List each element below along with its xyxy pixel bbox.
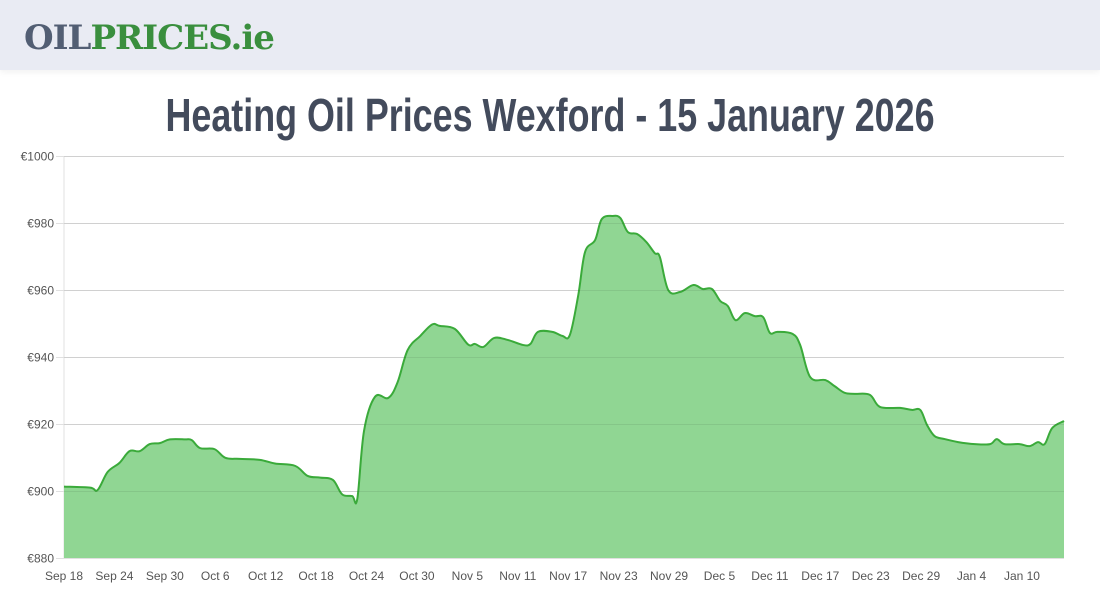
page-title: Heating Oil Prices Wexford - 15 January … [165, 89, 935, 141]
x-tick-label: Dec 23 [852, 569, 890, 583]
x-tick-label: Nov 11 [499, 569, 536, 583]
x-tick-label: Dec 5 [704, 569, 736, 583]
logo-text-oil: OIL [24, 18, 91, 58]
y-tick-label: €1000 [21, 150, 55, 164]
site-header: OILPRICES.ie [0, 0, 1100, 70]
logo-text-prices: PRICES.ie [90, 18, 274, 58]
x-tick-label: Jan 10 [1004, 569, 1040, 583]
x-tick-label: Oct 24 [349, 569, 385, 583]
x-tick-label: Nov 23 [600, 569, 638, 583]
x-tick-label: Sep 24 [95, 569, 133, 583]
x-tick-label: Nov 17 [549, 569, 587, 583]
x-tick-label: Oct 30 [399, 569, 435, 583]
x-tick-label: Oct 18 [298, 569, 334, 583]
x-tick-label: Oct 12 [248, 569, 284, 583]
x-tick-label: Oct 6 [201, 569, 230, 583]
y-tick-label: €960 [27, 284, 54, 298]
price-line[interactable] [63, 214, 1065, 505]
x-tick-label: Dec 17 [801, 569, 839, 583]
x-tick-label: Dec 11 [751, 569, 788, 583]
y-tick-label: €940 [27, 351, 54, 365]
y-axis: €1000 €980 €960 €940 €920 €900 €880 [21, 150, 55, 566]
x-tick-label: Nov 29 [650, 569, 688, 583]
site-logo[interactable]: OILPRICES.ie [24, 14, 275, 62]
price-area-fill [64, 215, 1064, 559]
y-tick-label: €980 [27, 217, 54, 231]
x-tick-label: Jan 4 [957, 569, 987, 583]
x-axis: Sep 18 Sep 24 Sep 30 Oct 6 Oct 12 Oct 18 Oct 2… [45, 569, 1040, 583]
y-tick-label: €920 [27, 418, 54, 432]
x-tick-label: Nov 5 [452, 569, 484, 583]
y-tick-label: €900 [27, 485, 54, 499]
y-tick-label: €880 [27, 552, 54, 566]
x-tick-label: Sep 30 [146, 569, 184, 583]
x-tick-label: Sep 18 [45, 569, 83, 583]
x-tick-label: Dec 29 [902, 569, 940, 583]
